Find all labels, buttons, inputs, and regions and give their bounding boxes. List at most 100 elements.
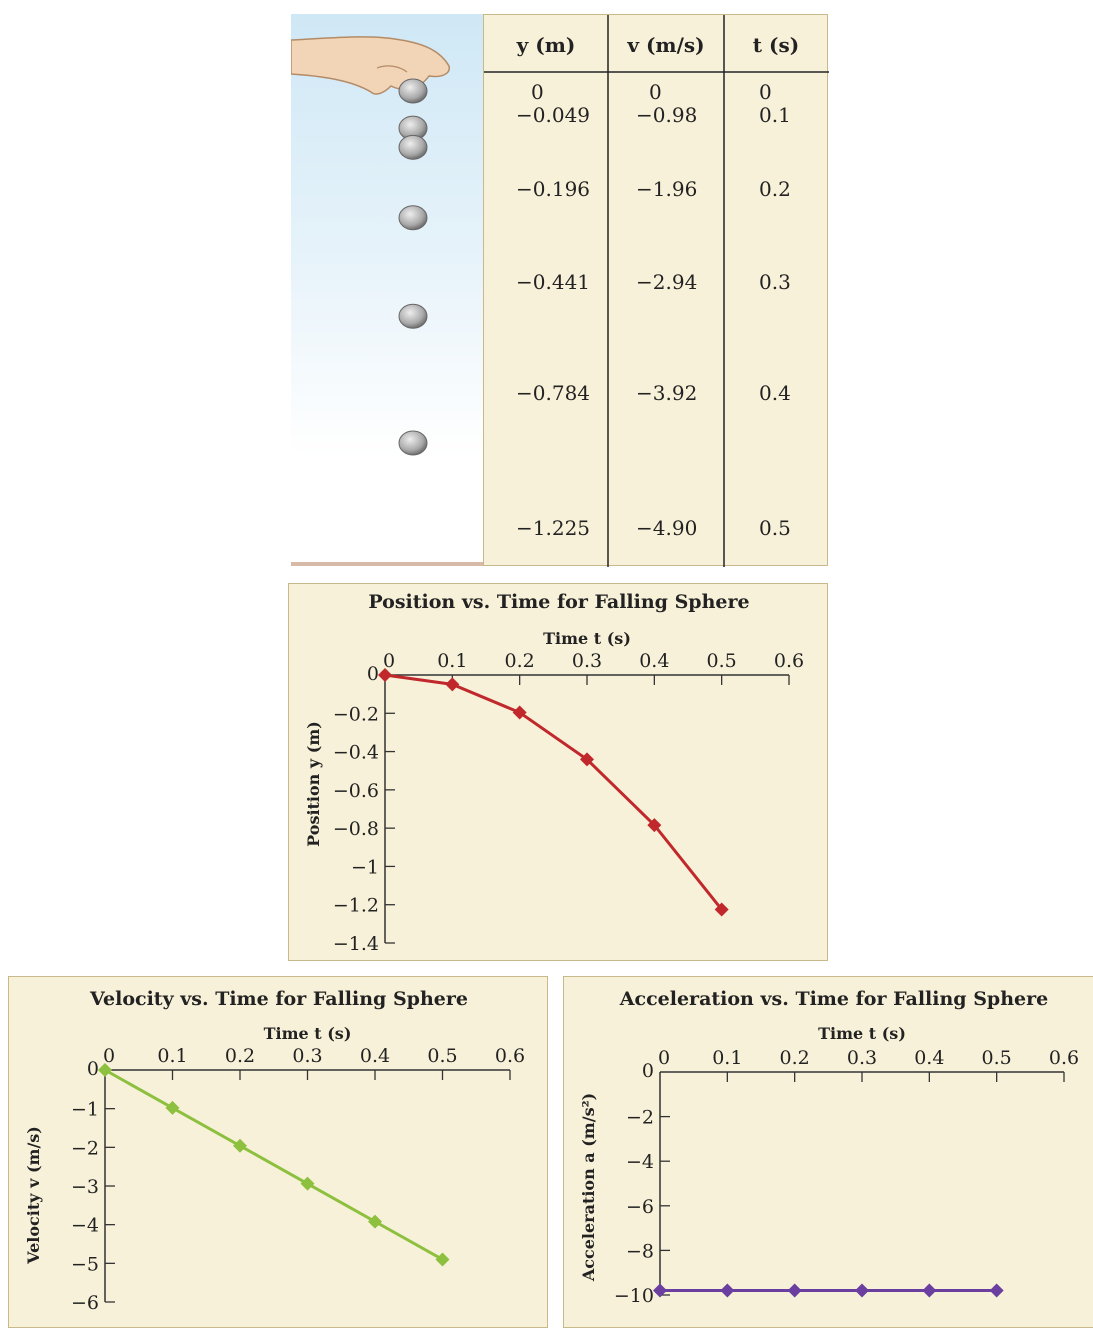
cell-v-1: −0.98 — [636, 103, 697, 127]
y-tick-label: −3 — [71, 1176, 99, 1198]
header-v: v (m/s) — [626, 33, 704, 57]
data-point-marker — [714, 902, 729, 917]
data-point-marker — [787, 1283, 802, 1298]
y-tick-label: −6 — [71, 1292, 99, 1314]
y-axis-title: Acceleration a (m/s²) — [579, 1093, 598, 1282]
cell-t-0: 0 — [759, 80, 772, 104]
data-point-marker — [300, 1176, 315, 1191]
x-tick-label: 0.2 — [780, 1047, 810, 1069]
x-tick-label: 0.3 — [292, 1045, 322, 1067]
sphere-0 — [398, 78, 428, 104]
x-tick-label: 0.3 — [572, 650, 602, 672]
cell-v-3: −2.94 — [636, 270, 697, 294]
strobe-spheres — [398, 78, 428, 456]
data-point-marker — [98, 1063, 112, 1077]
data-point-marker — [233, 1138, 247, 1153]
y-tick-label: −0.2 — [333, 703, 379, 725]
series-line — [384, 673, 723, 911]
cell-y-5: −1.225 — [516, 516, 590, 540]
sphere-3 — [398, 205, 428, 231]
y-tick-label: −4 — [71, 1215, 99, 1237]
x-tick-label: 0.6 — [1049, 1047, 1079, 1069]
x-tick-label: 0.5 — [707, 650, 737, 672]
data-point-marker — [647, 818, 662, 833]
x-tick-label: 0.2 — [505, 650, 535, 672]
y-tick-label: −0.4 — [333, 742, 379, 764]
y-tick-label: −4 — [626, 1151, 654, 1173]
cell-y-2: −0.196 — [516, 177, 590, 201]
x-tick-label: 0.6 — [774, 650, 804, 672]
x-tick-label: 0.5 — [982, 1047, 1012, 1069]
data-point-marker — [922, 1283, 937, 1298]
data-point-marker — [435, 1252, 450, 1267]
table-grid: y (m) v (m/s) t (s) 0 0 0 −0.049 −0.98 0… — [484, 15, 829, 567]
cell-t-2: 0.2 — [759, 177, 791, 201]
cell-y-0: 0 — [531, 80, 544, 104]
position-chart-panel: Position vs. Time for Falling Sphere Time… — [288, 583, 828, 961]
header-t: t (s) — [753, 33, 799, 57]
cell-y-1: −0.049 — [516, 103, 590, 127]
sphere-2 — [398, 134, 428, 160]
x-axis-title: Time t (s) — [818, 1024, 906, 1043]
chart-title: Acceleration vs. Time for Falling Sphere — [619, 988, 1048, 1010]
sphere-4 — [398, 303, 428, 329]
cell-v-5: −4.90 — [636, 516, 697, 540]
cell-y-3: −0.441 — [516, 270, 590, 294]
drop-illustration — [290, 14, 483, 568]
y-tick-label: −1.4 — [333, 933, 379, 955]
x-tick-label: 0.1 — [712, 1047, 742, 1069]
header-y: y (m) — [516, 33, 576, 57]
velocity-chart: Velocity vs. Time for Falling Sphere Time… — [24, 988, 525, 1314]
acceleration-chart: Acceleration vs. Time for Falling Sphere… — [579, 988, 1079, 1307]
x-tick-label: 0.3 — [847, 1047, 877, 1069]
x-tick-label: 0.4 — [914, 1047, 944, 1069]
data-point-marker — [368, 1214, 382, 1229]
data-point-marker — [445, 677, 460, 692]
data-point-marker — [512, 705, 527, 720]
series-line — [104, 1068, 444, 1261]
sphere-5 — [398, 430, 428, 456]
y-tick-label: −1.2 — [333, 895, 379, 917]
cell-v-2: −1.96 — [636, 177, 697, 201]
data-point-marker — [855, 1283, 869, 1298]
data-point-marker — [580, 752, 594, 767]
x-tick-label: 0.1 — [157, 1045, 187, 1067]
x-tick-label: 0.1 — [437, 650, 467, 672]
x-tick-label: 0.4 — [360, 1045, 390, 1067]
data-point-marker — [720, 1283, 735, 1298]
cell-t-1: 0.1 — [759, 103, 791, 127]
x-tick-label: 0 — [383, 650, 395, 672]
data-table: y (m) v (m/s) t (s) 0 0 0 −0.049 −0.98 0… — [483, 14, 829, 567]
data-point-marker — [653, 1283, 667, 1298]
x-tick-label: 0.4 — [639, 650, 669, 672]
x-axis-title: Time t (s) — [264, 1024, 352, 1043]
cell-v-0: 0 — [649, 80, 662, 104]
data-point-marker — [989, 1283, 1004, 1298]
y-axis-title: Position y (m) — [304, 721, 323, 847]
y-axis-title: Velocity v (m/s) — [24, 1126, 43, 1265]
data-point-marker — [165, 1100, 180, 1115]
position-chart: Position vs. Time for Falling Sphere Time… — [304, 591, 804, 955]
y-tick-label: −1 — [71, 1099, 99, 1121]
y-tick-label: −1 — [351, 856, 379, 878]
x-tick-label: 0.6 — [495, 1045, 525, 1067]
chart-title: Position vs. Time for Falling Sphere — [368, 591, 749, 613]
y-tick-label: 0 — [87, 1058, 99, 1080]
cell-t-4: 0.4 — [759, 381, 791, 405]
y-tick-label: −0.6 — [333, 780, 379, 802]
y-tick-label: 0 — [367, 663, 379, 685]
y-tick-label: −0.8 — [333, 818, 379, 840]
acceleration-chart-panel: Acceleration vs. Time for Falling Sphere… — [563, 976, 1093, 1328]
data-point-marker — [378, 668, 392, 682]
x-tick-label: 0 — [658, 1047, 670, 1069]
y-tick-label: 0 — [642, 1060, 654, 1082]
falling-sphere-drawing — [290, 36, 483, 568]
cell-v-4: −3.92 — [636, 381, 697, 405]
chart-title: Velocity vs. Time for Falling Sphere — [89, 988, 468, 1010]
cell-t-5: 0.5 — [759, 516, 791, 540]
y-tick-label: −2 — [626, 1107, 654, 1129]
y-tick-label: −6 — [626, 1196, 654, 1218]
y-tick-label: −5 — [71, 1253, 99, 1275]
cell-y-4: −0.784 — [516, 381, 590, 405]
cell-t-3: 0.3 — [759, 270, 791, 294]
